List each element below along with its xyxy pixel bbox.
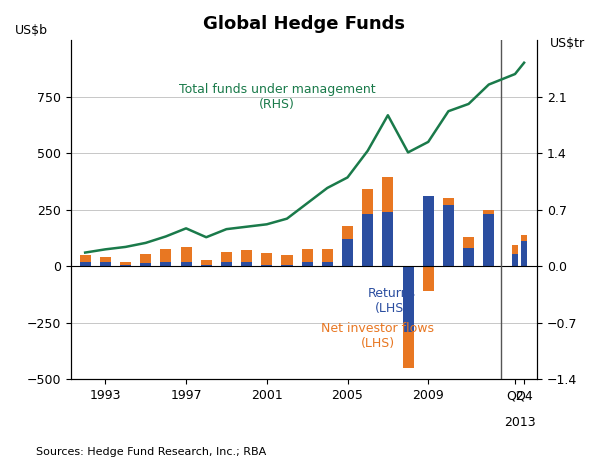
Bar bbox=[403, 266, 413, 332]
Bar bbox=[221, 252, 232, 262]
Bar bbox=[382, 212, 394, 266]
Bar bbox=[322, 249, 333, 262]
Bar bbox=[281, 255, 293, 265]
Bar bbox=[200, 265, 212, 266]
Bar bbox=[463, 248, 474, 266]
Bar bbox=[80, 255, 91, 262]
Bar bbox=[422, 196, 434, 266]
Bar bbox=[322, 262, 333, 266]
Bar bbox=[200, 260, 212, 265]
Bar bbox=[302, 249, 313, 262]
Bar bbox=[403, 332, 413, 368]
Bar bbox=[302, 262, 313, 266]
Bar bbox=[160, 262, 172, 266]
Bar bbox=[140, 254, 151, 263]
Bar bbox=[241, 262, 252, 266]
Bar bbox=[100, 257, 111, 262]
Bar bbox=[120, 262, 131, 265]
Text: Net investor flows
(LHS): Net investor flows (LHS) bbox=[321, 322, 434, 351]
Bar bbox=[422, 266, 434, 291]
Text: 2013: 2013 bbox=[503, 415, 535, 429]
Bar bbox=[362, 189, 373, 214]
Text: Returns
(LHS): Returns (LHS) bbox=[368, 287, 416, 316]
Bar bbox=[342, 239, 353, 266]
Bar bbox=[181, 247, 191, 262]
Text: Sources: Hedge Fund Research, Inc.; RBA: Sources: Hedge Fund Research, Inc.; RBA bbox=[36, 447, 266, 457]
Bar bbox=[281, 265, 293, 266]
Bar bbox=[241, 250, 252, 262]
Bar bbox=[120, 265, 131, 266]
Bar bbox=[382, 177, 394, 212]
Bar bbox=[483, 214, 494, 266]
Bar bbox=[521, 235, 527, 242]
Bar bbox=[463, 237, 474, 248]
Bar bbox=[160, 249, 172, 262]
Bar bbox=[443, 199, 454, 205]
Bar bbox=[512, 254, 518, 266]
Bar bbox=[261, 265, 272, 266]
Bar bbox=[221, 262, 232, 266]
Bar bbox=[512, 245, 518, 254]
Bar bbox=[521, 242, 527, 266]
Y-axis label: US$b: US$b bbox=[15, 24, 48, 36]
Text: Total funds under management
(RHS): Total funds under management (RHS) bbox=[179, 83, 375, 111]
Bar bbox=[100, 262, 111, 266]
Y-axis label: US$tr: US$tr bbox=[550, 36, 585, 50]
Title: Global Hedge Funds: Global Hedge Funds bbox=[203, 15, 405, 33]
Bar bbox=[483, 210, 494, 214]
Bar bbox=[140, 263, 151, 266]
Bar bbox=[261, 253, 272, 265]
Bar bbox=[443, 205, 454, 266]
Bar bbox=[342, 225, 353, 239]
Bar bbox=[181, 262, 191, 266]
Bar bbox=[362, 214, 373, 266]
Bar bbox=[80, 262, 91, 266]
